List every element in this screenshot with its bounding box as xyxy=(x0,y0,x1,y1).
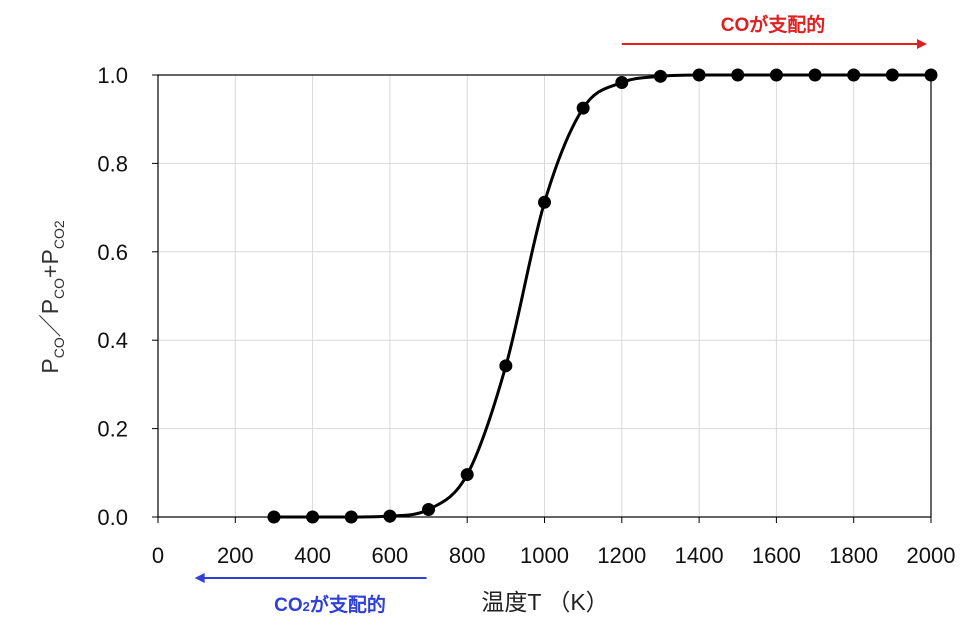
annotation-co2-arrowhead xyxy=(194,573,205,583)
x-tick-label: 1000 xyxy=(520,543,569,568)
data-point xyxy=(344,510,358,524)
data-point xyxy=(808,68,822,82)
y-tick-label: 0.2 xyxy=(97,417,128,442)
data-point xyxy=(422,502,436,516)
x-tick-label: 200 xyxy=(217,543,254,568)
annotation-co2-dominant: CO2が支配的 xyxy=(194,573,427,616)
annotation-co-dominant: COが支配的 xyxy=(621,13,927,49)
data-point xyxy=(731,68,745,82)
x-tick-label: 1200 xyxy=(597,543,646,568)
data-point xyxy=(615,76,629,90)
grid-lines xyxy=(158,75,931,517)
data-point xyxy=(885,68,899,82)
data-point xyxy=(306,510,320,524)
x-tick-label: 1400 xyxy=(675,543,724,568)
data-point xyxy=(460,468,474,482)
x-tick-label: 800 xyxy=(449,543,486,568)
y-tick-label: 0.0 xyxy=(97,505,128,530)
data-point xyxy=(692,68,706,82)
y-axis-label: PCO／PCO+PCO2 xyxy=(37,220,67,373)
data-point xyxy=(924,68,938,82)
data-points xyxy=(267,68,938,524)
data-point xyxy=(383,509,397,523)
data-point xyxy=(847,68,861,82)
data-point xyxy=(499,359,513,373)
annotation-co-arrowhead xyxy=(917,39,927,49)
x-tick-label: 0 xyxy=(152,543,164,568)
y-tick-label: 0.6 xyxy=(97,240,128,265)
x-axis-ticks: 0 200 400 600 800 1000 1200 1400 1600 1800 2000 xyxy=(152,517,956,568)
x-tick-label: 1600 xyxy=(752,543,801,568)
x-tick-label: 400 xyxy=(294,543,331,568)
y-tick-label: 0.4 xyxy=(97,328,128,353)
data-point xyxy=(769,68,783,82)
annotation-co-label: COが支配的 xyxy=(721,13,826,36)
fit-curve xyxy=(273,73,931,519)
data-point xyxy=(267,510,281,524)
data-point xyxy=(576,101,590,115)
x-tick-label: 2000 xyxy=(907,543,956,568)
annotation-co2-label: CO2が支配的 xyxy=(274,593,386,616)
x-axis-label: 温度T （K） xyxy=(481,589,608,615)
y-axis-ticks: 0.0 0.2 0.4 0.6 0.8 1.0 xyxy=(97,63,158,530)
y-tick-label: 0.8 xyxy=(97,151,128,176)
y-tick-label: 1.0 xyxy=(97,63,128,88)
data-point xyxy=(653,69,667,83)
data-point xyxy=(538,195,551,209)
x-tick-label: 1800 xyxy=(829,543,878,568)
x-tick-label: 600 xyxy=(372,543,409,568)
